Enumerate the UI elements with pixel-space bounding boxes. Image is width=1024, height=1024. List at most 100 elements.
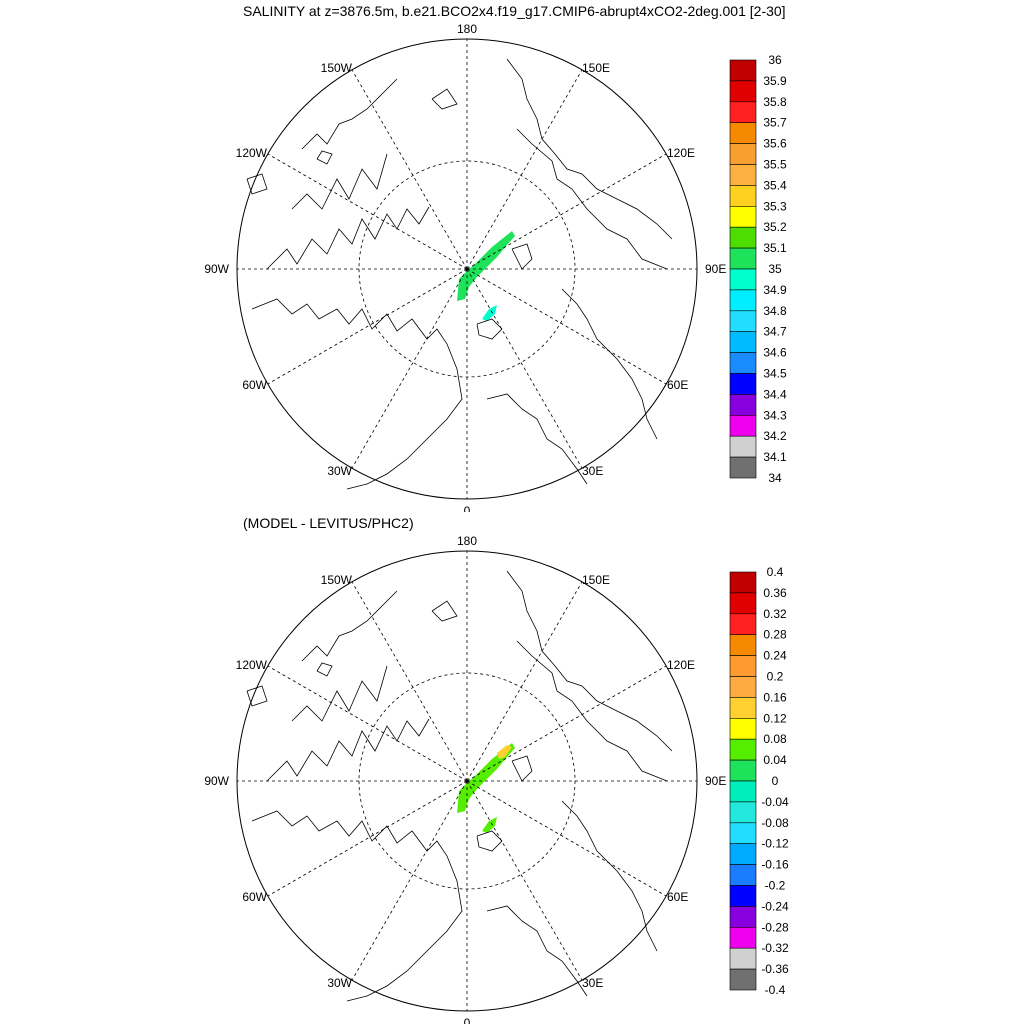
colorbar-level-label: 35 — [768, 262, 782, 276]
colorbar-swatch — [729, 718, 757, 740]
colorbar-swatch — [729, 394, 757, 416]
coastline — [301, 590, 398, 662]
colorbar-swatch — [729, 164, 757, 186]
colorbar-level-label: 34.6 — [763, 346, 787, 360]
colorbar-swatch — [729, 655, 757, 677]
longitude-label: 30W — [327, 976, 352, 990]
colorbar-level-label: 0.28 — [763, 628, 787, 642]
meridian-line — [466, 581, 583, 782]
colorbar-swatch — [729, 822, 757, 844]
colorbar-level-label: 0.12 — [763, 711, 787, 725]
coastline — [316, 150, 333, 165]
longitude-label: 120E — [667, 146, 695, 160]
meridian-line — [466, 780, 583, 981]
meridian-line — [466, 268, 667, 385]
coastline — [506, 58, 673, 240]
longitude-label: 150W — [321, 61, 353, 75]
colorbar-swatch — [729, 456, 757, 479]
colorbar-level-label: -0.16 — [761, 858, 789, 872]
ridge-field — [457, 231, 515, 301]
longitude-label: 180 — [457, 534, 477, 548]
colorbar-level-label: 34.2 — [763, 429, 787, 443]
colorbar-level-label: 34.3 — [763, 408, 787, 422]
longitude-label: 60W — [242, 378, 267, 392]
colorbar-swatch — [729, 885, 757, 907]
longitude-label: 60W — [242, 890, 267, 904]
meridian-line — [267, 153, 468, 270]
colorbar-swatch — [729, 738, 757, 761]
colorbar-level-label: -0.32 — [761, 941, 789, 955]
coastline — [486, 393, 588, 485]
colorbar-level-label: 34 — [768, 471, 782, 485]
longitude-label: 90E — [705, 262, 726, 276]
coastline — [516, 640, 668, 782]
colorbar-swatch — [729, 592, 757, 615]
colorbar-level-label: 0.04 — [763, 753, 787, 767]
longitude-label: 60E — [667, 378, 688, 392]
colorbar-level-label: 34.1 — [763, 450, 787, 464]
colorbar-level-label: 36 — [768, 53, 782, 67]
colorbar-swatch — [729, 613, 757, 636]
colorbar-swatch — [729, 310, 757, 332]
colorbar-level-label: -0.24 — [761, 899, 789, 913]
longitude-label: 90W — [204, 774, 229, 788]
colorbar-level-label: -0.12 — [761, 837, 789, 851]
colorbar-level-label: 0.2 — [767, 670, 784, 684]
colorbar-level-label: -0.36 — [761, 962, 789, 976]
longitude-label: 150W — [321, 573, 353, 587]
colorbar-level-label: 35.4 — [763, 178, 787, 192]
colorbar-swatch — [729, 185, 757, 207]
meridian-line — [466, 69, 583, 270]
colorbar-level-label: 34.7 — [763, 325, 787, 339]
ridge-field — [457, 743, 515, 813]
colorbar-level-label: 35.8 — [763, 95, 787, 109]
coastline — [476, 318, 503, 340]
colorbar-level-label: -0.08 — [761, 816, 789, 830]
coastline — [246, 685, 268, 707]
coastline — [301, 78, 398, 150]
coastline — [476, 830, 503, 852]
longitude-label: 30E — [582, 976, 603, 990]
colorbar-swatch — [729, 947, 757, 970]
coastline — [316, 662, 333, 677]
colorbar-level-label: 35.2 — [763, 220, 787, 234]
coastline — [266, 206, 430, 270]
colorbar-level-label: 0.08 — [763, 732, 787, 746]
meridian-line — [351, 581, 468, 782]
colorbar-level-label: 35.3 — [763, 199, 787, 213]
colorbar-swatch — [729, 143, 757, 165]
meridian-line — [267, 780, 468, 897]
colorbar-level-label: -0.28 — [761, 920, 789, 934]
meridian-line — [466, 268, 583, 469]
difference-map-panel: 180 0 90W 90E 150W 150E 120W 120E 60W 60E 30W 30E 0.… — [204, 534, 789, 1024]
colorbar-swatch — [729, 801, 757, 824]
longitude-label: 0 — [464, 1016, 471, 1024]
coastline — [251, 810, 463, 1002]
colorbar-level-label: 34.8 — [763, 304, 787, 318]
coastline — [291, 665, 388, 722]
meridian-line — [466, 665, 667, 782]
longitude-label: 90E — [705, 774, 726, 788]
colorbar-level-label: 35.7 — [763, 116, 787, 130]
colorbar-swatch — [729, 571, 757, 594]
patch-field — [482, 305, 497, 321]
colorbar-level-label: 34.9 — [763, 283, 787, 297]
colorbar-swatch — [729, 759, 757, 782]
colorbar-level-label: 35.6 — [763, 137, 787, 151]
salinity-map-panel: 180 0 90W 90E 150W 150E 120W 120E 60W 60E 30W 30E 36… — [204, 22, 787, 512]
colorbar-level-label: 0.4 — [767, 565, 784, 579]
hot-field — [497, 745, 512, 759]
coastline — [506, 570, 673, 752]
colorbar-level-label: 35.9 — [763, 74, 787, 88]
longitude-label: 90W — [204, 262, 229, 276]
longitude-label: 150E — [582, 61, 610, 75]
coastline — [291, 153, 388, 210]
longitude-label: 60E — [667, 890, 688, 904]
colorbar-swatch — [729, 634, 757, 656]
longitude-label: 180 — [457, 22, 477, 36]
coastline — [431, 600, 458, 622]
colorbar-level-label: 0.36 — [763, 586, 787, 600]
longitude-label: 120E — [667, 658, 695, 672]
colorbar-level-label: 0.16 — [763, 690, 787, 704]
coastline — [561, 288, 658, 440]
